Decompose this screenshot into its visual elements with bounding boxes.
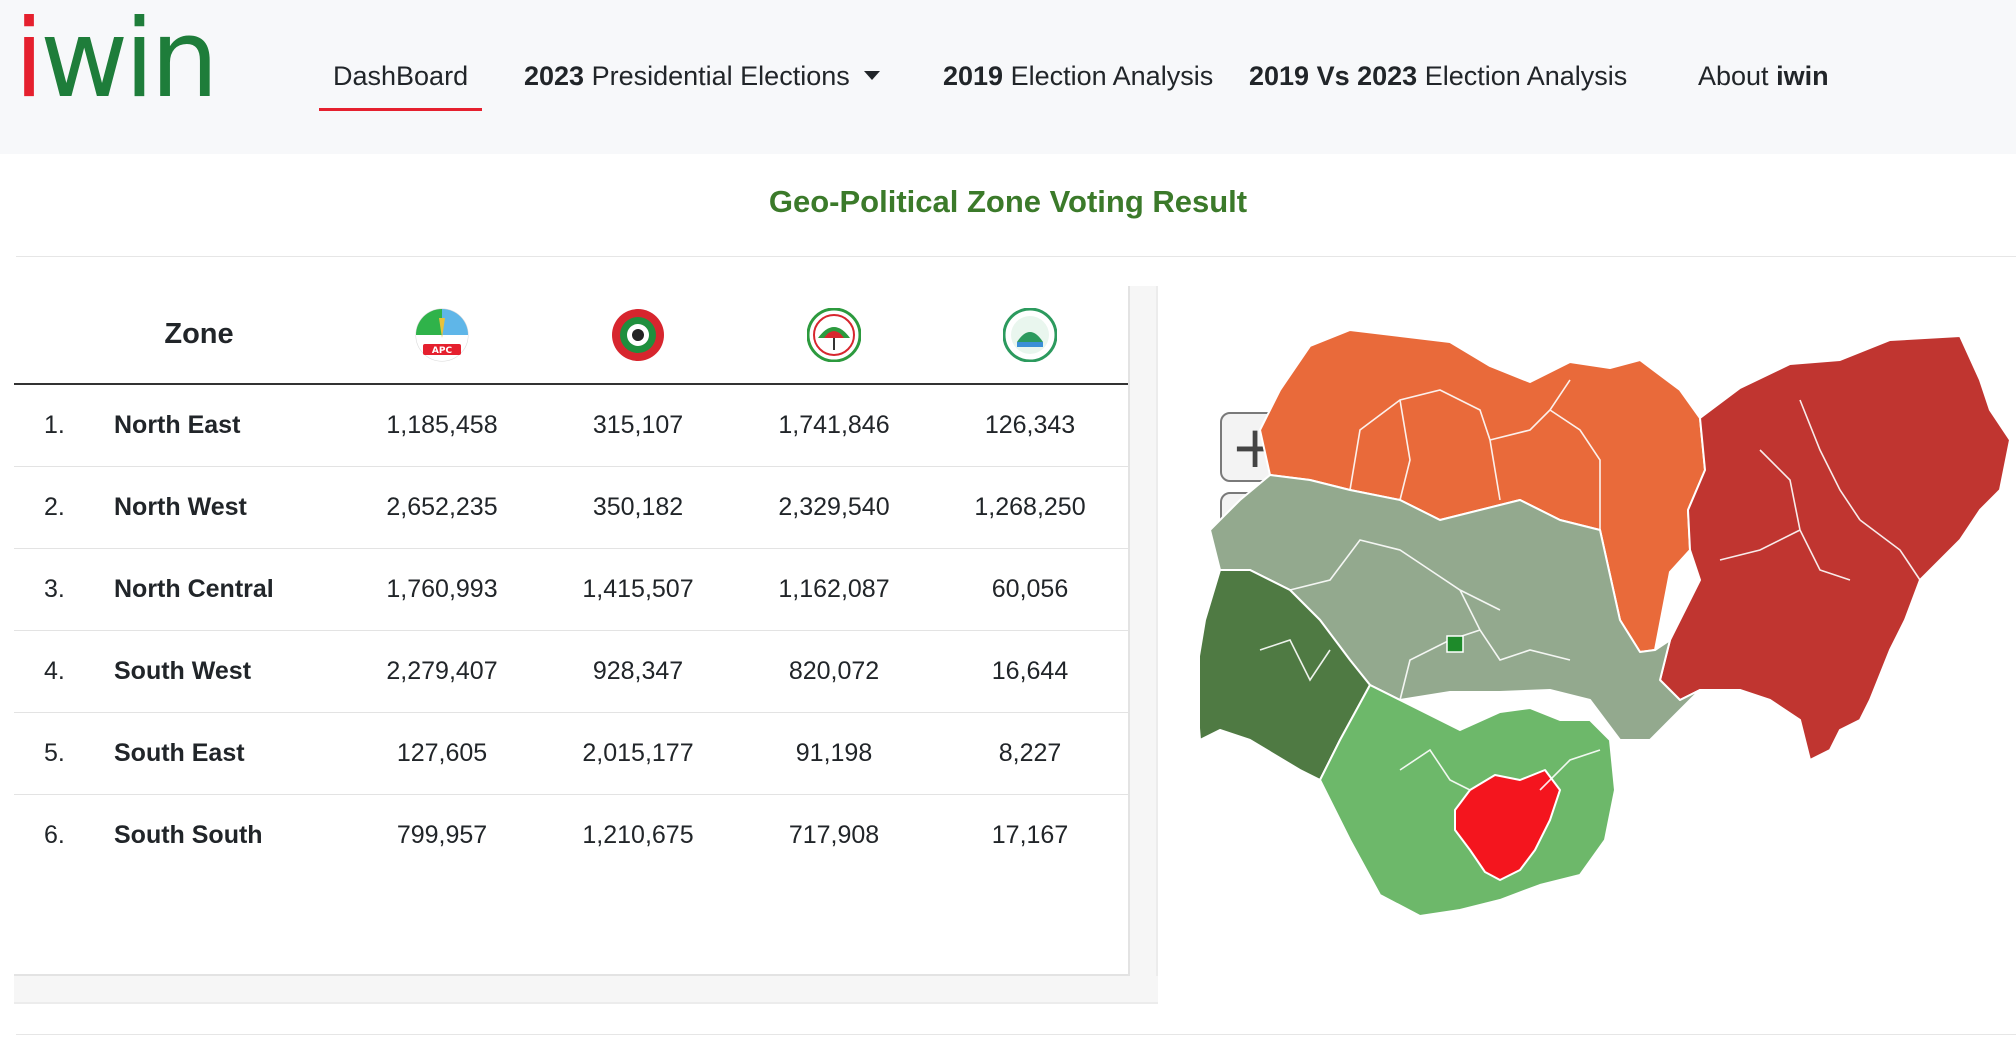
zone-results-table: Zone APC	[14, 286, 1128, 876]
header-pdp	[736, 286, 932, 385]
nav-dashboard-label: DashBoard	[333, 61, 469, 91]
bottom-divider	[16, 1034, 2016, 1035]
apc-logo-icon: APC	[415, 308, 469, 361]
votes-lp: 1,210,675	[582, 820, 694, 849]
fct-marker[interactable]	[1446, 635, 1464, 653]
apc-logo-text: APC	[432, 346, 453, 356]
votes-apc: 2,279,407	[344, 630, 540, 713]
iwin-logo[interactable]: iwin	[14, 6, 219, 114]
table-row: 3. North Central 1,760,993 1,415,507 1,162,0…	[14, 548, 1128, 631]
votes-apc: 1,185,458	[344, 384, 540, 467]
votes-nnpp: 126,343	[932, 384, 1128, 467]
nav-about-label: About	[1698, 61, 1769, 91]
nigeria-zone-map[interactable]: + —	[1200, 320, 2016, 980]
chevron-down-icon	[863, 71, 880, 81]
logo-win: win	[40, 0, 219, 122]
pdp-logo-icon	[807, 307, 861, 362]
nav-2023-year: 2023	[524, 61, 585, 91]
table-row: 5. South East 127,605 2,015,177 91,198 8,227	[14, 712, 1128, 795]
zone-name: South West	[114, 630, 344, 713]
zone-name: South South	[114, 820, 263, 849]
nav-dashboard[interactable]: DashBoard	[318, 58, 483, 111]
header-zone: Zone	[114, 286, 344, 385]
zone-results-table-card: Zone APC	[14, 286, 1130, 976]
nav-compare-label: Election Analysis	[1424, 61, 1628, 91]
nav-2019-year: 2019	[943, 61, 1004, 91]
table-row: 1. North East 1,185,458 315,107 1,741,846 126…	[14, 384, 1128, 467]
table-header-row: Zone APC	[14, 286, 1128, 385]
votes-lp: 2,015,177	[540, 712, 736, 795]
votes-pdp: 820,072	[736, 630, 932, 713]
nav-2023-presidential-elections[interactable]: 2023 Presidential Elections	[524, 58, 880, 94]
nav-about-iwin[interactable]: About iwin	[1698, 58, 1829, 94]
table-card-shadow-bottom	[14, 976, 1158, 1004]
table-row: 6. South South 799,957 1,210,675 717,908 17,1…	[14, 794, 1128, 876]
zone-name: North East	[114, 384, 344, 467]
votes-pdp: 2,329,540	[736, 466, 932, 549]
nav-compare-years: 2019 Vs 2023	[1249, 61, 1418, 91]
row-number: 2.	[14, 466, 114, 549]
header-num	[14, 286, 114, 385]
header-nnpp	[932, 286, 1128, 385]
navbar: iwin DashBoard 2023 Presidential Electio…	[0, 0, 2016, 154]
votes-nnpp: 17,167	[991, 820, 1069, 849]
votes-nnpp: 1,268,250	[932, 466, 1128, 549]
header-apc: APC	[344, 286, 540, 385]
votes-pdp: 1,162,087	[736, 548, 932, 631]
votes-pdp: 717,908	[788, 820, 880, 849]
nav-2019-election-analysis[interactable]: 2019 Election Analysis	[943, 58, 1213, 94]
nav-2023-label: Presidential Elections	[591, 61, 850, 91]
zone-south-east[interactable]	[1454, 769, 1561, 881]
votes-nnpp: 60,056	[932, 548, 1128, 631]
lp-logo-icon	[612, 308, 664, 361]
votes-apc: 2,652,235	[344, 466, 540, 549]
votes-lp: 928,347	[540, 630, 736, 713]
table-row: 4. South West 2,279,407 928,347 820,072 16,64…	[14, 630, 1128, 713]
votes-lp: 315,107	[540, 384, 736, 467]
row-number: 5.	[14, 712, 114, 795]
zone-name: South East	[114, 712, 344, 795]
votes-nnpp: 16,644	[932, 630, 1128, 713]
votes-apc: 127,605	[344, 712, 540, 795]
votes-pdp: 91,198	[736, 712, 932, 795]
table-card-shadow	[1130, 286, 1158, 1004]
zone-name: North West	[114, 466, 344, 549]
votes-lp: 1,415,507	[540, 548, 736, 631]
nav-2019-vs-2023-analysis[interactable]: 2019 Vs 2023 Election Analysis	[1249, 58, 1627, 94]
state-borders	[1259, 379, 1921, 791]
zone-name: North Central	[114, 548, 344, 631]
nnpp-logo-icon	[1003, 307, 1057, 362]
divider	[16, 256, 2016, 257]
header-lp	[540, 286, 736, 385]
row-number: 3.	[14, 548, 114, 631]
row-number: 4.	[14, 630, 114, 713]
nav-about-brand: iwin	[1776, 61, 1829, 91]
zone-north-east[interactable]	[1659, 335, 2011, 761]
logo-i: i	[14, 0, 44, 122]
section-title: Geo-Political Zone Voting Result	[768, 184, 1248, 219]
row-number: 6.	[44, 820, 65, 849]
votes-pdp: 1,741,846	[736, 384, 932, 467]
nav-2019-label: Election Analysis	[1010, 61, 1214, 91]
votes-lp: 350,182	[540, 466, 736, 549]
table-row: 2. North West 2,652,235 350,182 2,329,540 1,2…	[14, 466, 1128, 549]
votes-apc: 799,957	[396, 820, 488, 849]
row-number: 1.	[14, 384, 114, 467]
votes-nnpp: 8,227	[932, 712, 1128, 795]
nigeria-map-svg	[1200, 329, 2011, 917]
votes-apc: 1,760,993	[344, 548, 540, 631]
